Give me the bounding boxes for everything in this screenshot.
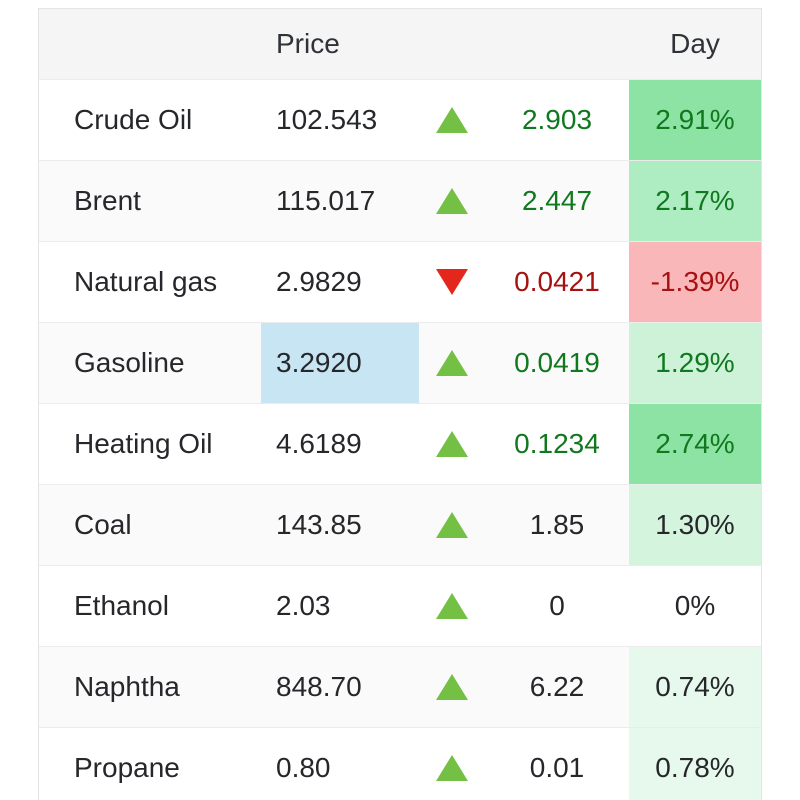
change-value: 0.0421 (514, 266, 600, 297)
table-row[interactable]: Propane 0.80 0.01 0.78% (39, 727, 761, 800)
day-change-badge: 0.78% (629, 728, 761, 800)
up-arrow-icon (436, 188, 468, 214)
table-row[interactable]: Ethanol 2.03 0 0% (39, 565, 761, 646)
commodity-name: Crude Oil (74, 104, 193, 135)
change-value: 2.903 (521, 104, 593, 135)
trend-arrow-cell (419, 728, 485, 800)
table-header-row: Price Day (39, 9, 761, 79)
up-arrow-icon (436, 593, 468, 619)
change-value: 1.85 (529, 509, 585, 540)
commodity-name: Gasoline (74, 347, 185, 378)
commodities-price-table: Price Day Crude Oil 102.543 2.903 2.91% … (38, 8, 762, 800)
trend-arrow-cell (419, 404, 485, 484)
day-change-badge: 2.74% (629, 404, 761, 484)
trend-arrow-cell (419, 80, 485, 160)
day-change-badge: 2.91% (629, 80, 761, 160)
commodity-name: Natural gas (74, 266, 218, 297)
commodity-name: Ethanol (74, 590, 169, 621)
price-value: 4.6189 (276, 428, 362, 459)
trend-arrow-cell (419, 485, 485, 565)
up-arrow-icon (436, 107, 468, 133)
change-value: 0.1234 (514, 428, 600, 459)
change-value: 0.01 (529, 752, 585, 783)
table-row[interactable]: Coal 143.85 1.85 1.30% (39, 484, 761, 565)
change-value: 6.22 (529, 671, 585, 702)
price-value: 143.85 (276, 509, 362, 540)
price-value: 2.03 (276, 590, 331, 621)
up-arrow-icon (436, 350, 468, 376)
table-row[interactable]: Natural gas 2.9829 0.0421 -1.39% (39, 241, 761, 322)
table-row[interactable]: Naphtha 848.70 6.22 0.74% (39, 646, 761, 727)
commodity-name: Heating Oil (74, 428, 213, 459)
commodity-name: Brent (74, 185, 141, 216)
trend-arrow-cell (419, 161, 485, 241)
commodity-name: Propane (74, 752, 180, 783)
price-value: 0.80 (276, 752, 331, 783)
up-arrow-icon (436, 431, 468, 457)
table-row[interactable]: Heating Oil 4.6189 0.1234 2.74% (39, 403, 761, 484)
table-row[interactable]: Crude Oil 102.543 2.903 2.91% (39, 79, 761, 160)
trend-arrow-cell (419, 242, 485, 322)
trend-arrow-cell (419, 647, 485, 727)
down-arrow-icon (436, 269, 468, 295)
change-value: 0.0419 (514, 347, 600, 378)
change-value: 0 (549, 590, 565, 621)
commodity-name: Naphtha (74, 671, 180, 702)
price-value: 2.9829 (276, 266, 362, 297)
day-change-badge: 1.30% (629, 485, 761, 565)
trend-arrow-cell (419, 566, 485, 646)
price-value: 3.2920 (261, 323, 419, 403)
day-change-badge: 1.29% (629, 323, 761, 403)
up-arrow-icon (436, 674, 468, 700)
day-column-header: Day (670, 28, 720, 59)
trend-arrow-cell (419, 323, 485, 403)
day-change-badge: 0.74% (629, 647, 761, 727)
price-value: 102.543 (276, 104, 378, 135)
day-change-badge: 2.17% (629, 161, 761, 241)
day-change-badge: 0% (674, 590, 716, 621)
table-row[interactable]: Gasoline 3.2920 0.0419 1.29% (39, 322, 761, 403)
day-change-badge: -1.39% (629, 242, 761, 322)
table-row[interactable]: Brent 115.017 2.447 2.17% (39, 160, 761, 241)
up-arrow-icon (436, 755, 468, 781)
change-value: 2.447 (521, 185, 593, 216)
price-value: 115.017 (276, 185, 376, 216)
price-column-header: Price (276, 28, 340, 59)
price-value: 848.70 (276, 671, 362, 702)
up-arrow-icon (436, 512, 468, 538)
commodity-name: Coal (74, 509, 132, 540)
